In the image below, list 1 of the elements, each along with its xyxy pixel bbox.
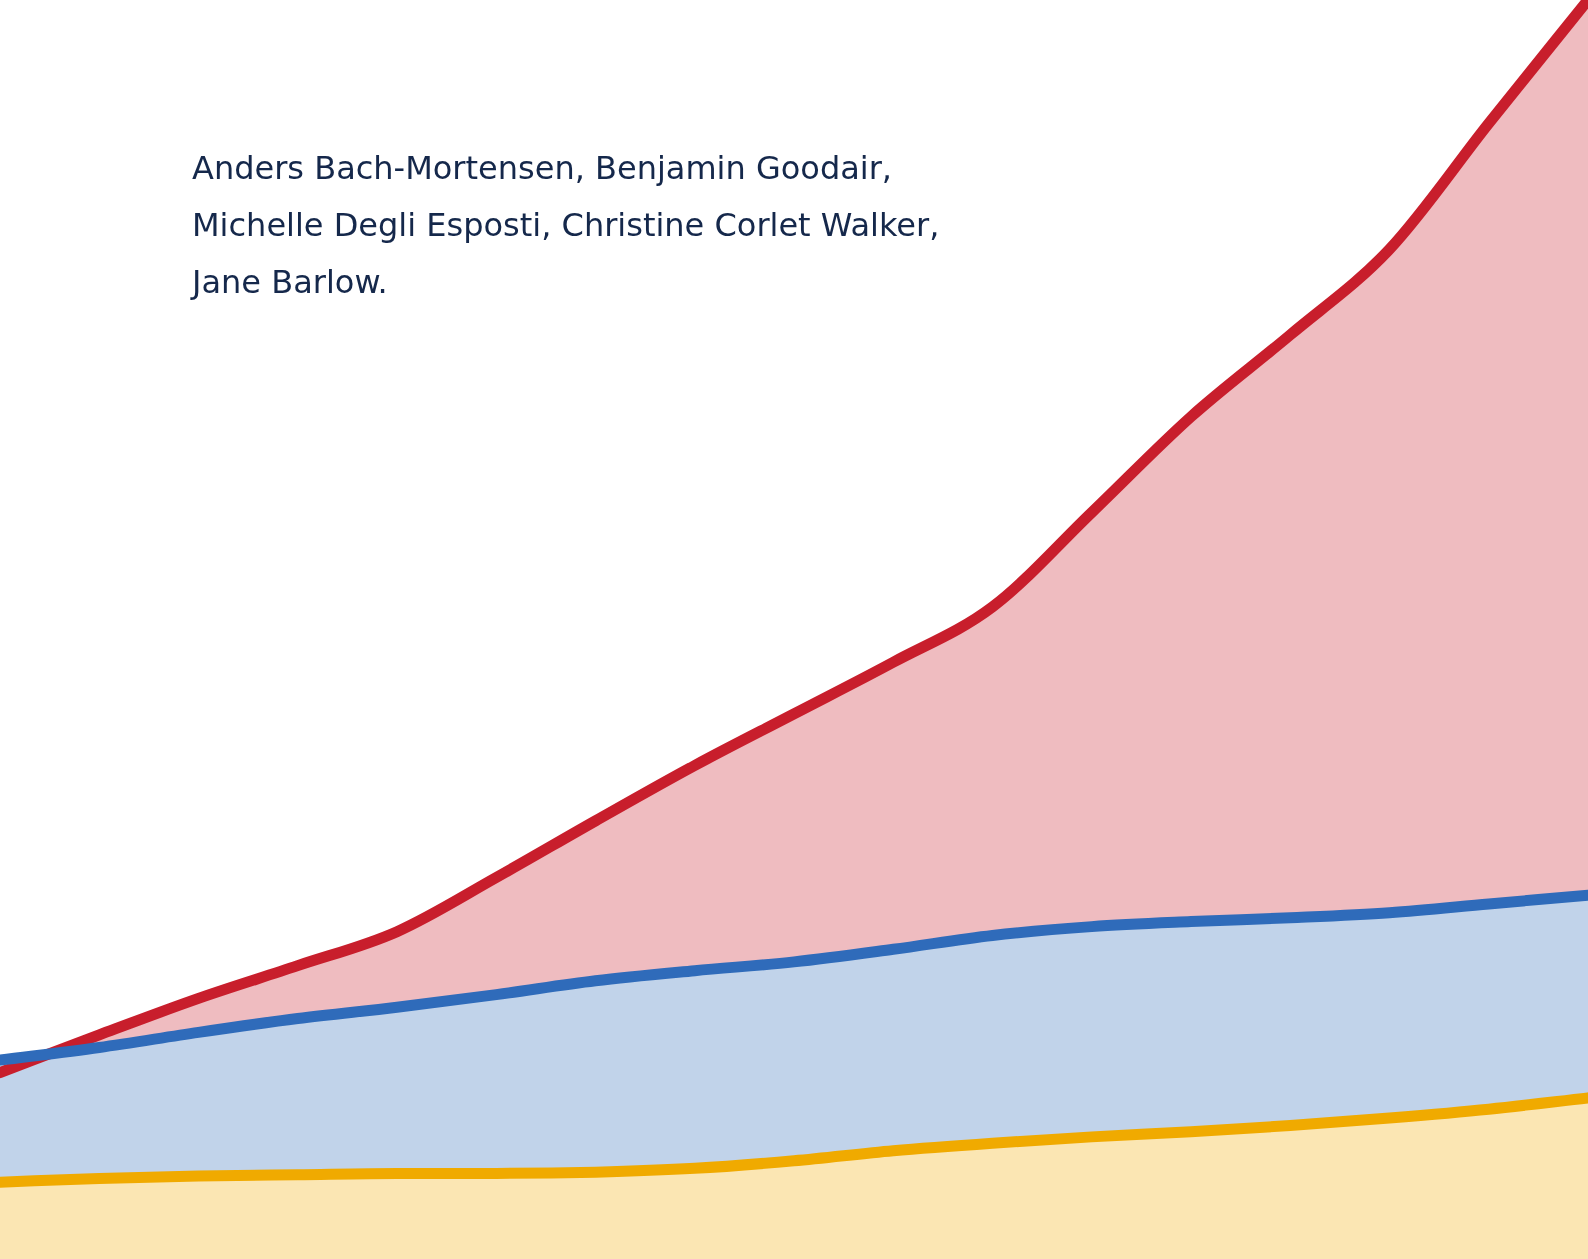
annotation: Anders Bach-Mortensen, Benjamin Goodair, Michelle Degli Esposti, Christine Corlet Walker, Jane Barlow. bbox=[192, 148, 941, 303]
